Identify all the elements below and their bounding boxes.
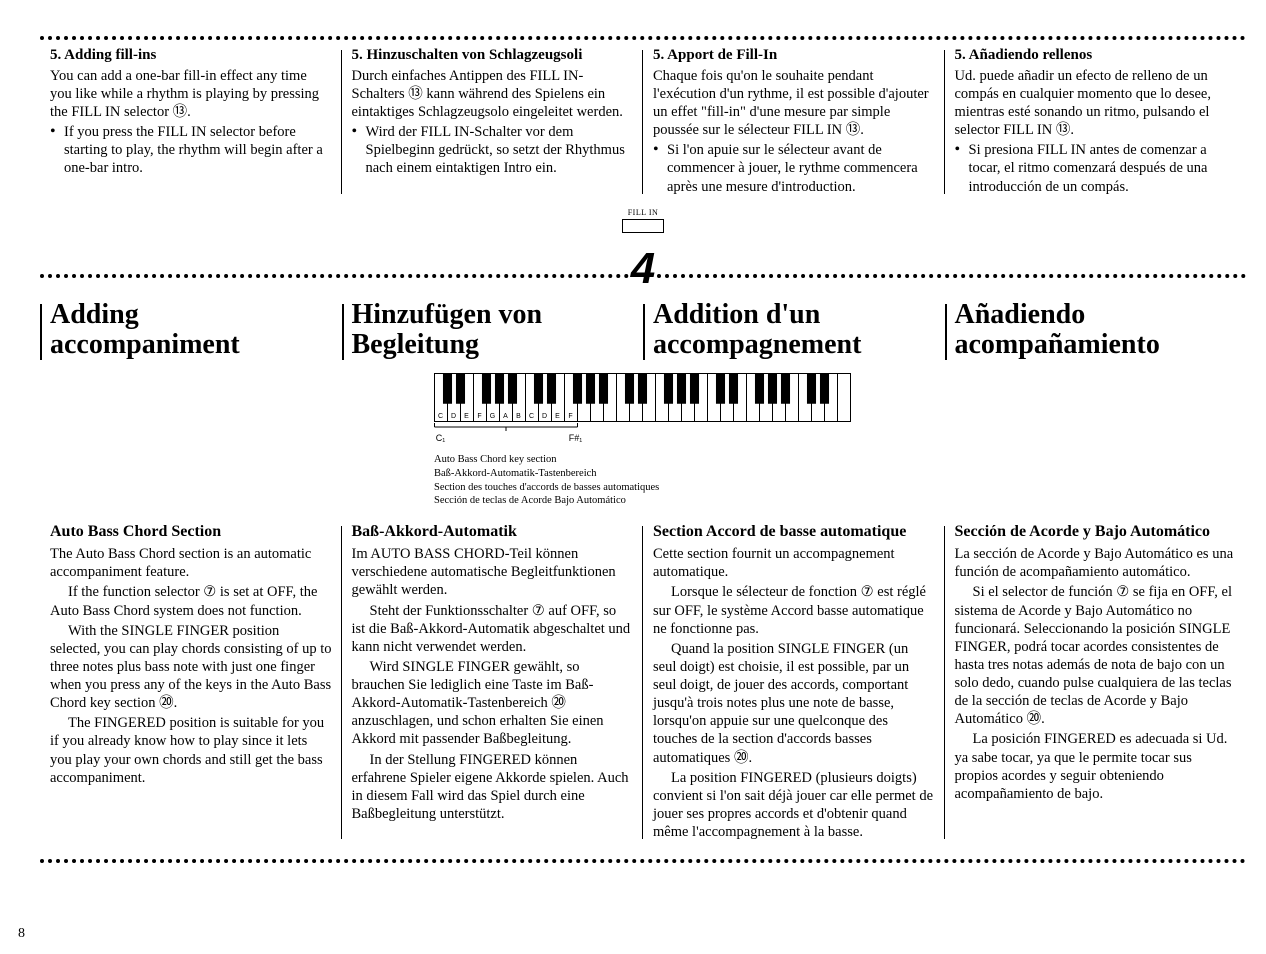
- svg-text:C: C: [438, 413, 443, 420]
- body-col-en: Auto Bass Chord Section The Auto Bass Ch…: [40, 522, 342, 843]
- body-heading-fr: Section Accord de basse automatique: [653, 522, 935, 542]
- body-en-p1: The Auto Bass Chord section is an automa…: [50, 545, 332, 581]
- bullet-de: Wird der FILL IN-Schalter vor dem Spielb…: [352, 123, 634, 177]
- body-de-p4: In der Stellung FINGERED können erfahren…: [352, 751, 634, 824]
- svg-text:E: E: [464, 413, 469, 420]
- keyboard-icon: C D E F G A B C D E F C₁ F#₁: [434, 373, 852, 449]
- body-en-p2: If the function selector ⑦ is set at OFF…: [50, 583, 332, 619]
- col-fr: 5. Apport de Fill-In Chaque fois qu'on l…: [643, 46, 945, 198]
- heading-en: 5. Adding fill-ins: [50, 46, 332, 65]
- page-number: 8: [18, 926, 25, 942]
- heading-fr: 5. Apport de Fill-In: [653, 46, 935, 65]
- bullet-es: Si presiona FILL IN antes de comenzar a …: [955, 141, 1237, 195]
- fillin-diagram: FILL IN: [40, 208, 1246, 238]
- svg-text:B: B: [516, 413, 521, 420]
- divider-dotted-left: [40, 274, 629, 278]
- body-heading-es: Sección de Acorde y Bajo Automático: [955, 522, 1237, 542]
- body-en-p4: The FINGERED position is suitable for yo…: [50, 714, 332, 787]
- body-es-p3: La posición FINGERED es adecuada si Ud. …: [955, 730, 1237, 803]
- heading-es: 5. Añadiendo rellenos: [955, 46, 1237, 65]
- col-es: 5. Añadiendo rellenos Ud. puede añadir u…: [945, 46, 1247, 198]
- fillin-label: FILL IN: [40, 208, 1246, 217]
- section-divider: 4: [40, 256, 1246, 292]
- svg-text:G: G: [490, 413, 495, 420]
- keyboard-caption: Auto Bass Chord key section Baß-Akkord-A…: [434, 453, 852, 508]
- para-en-1: You can add a one-bar fill-in effect any…: [50, 67, 332, 121]
- svg-text:E: E: [555, 413, 560, 420]
- svg-text:F: F: [477, 413, 481, 420]
- col-en: 5. Adding fill-ins You can add a one-bar…: [40, 46, 342, 198]
- body-de-p3: Wird SINGLE FINGER gewählt, so brauchen …: [352, 658, 634, 749]
- body-heading-en: Auto Bass Chord Section: [50, 522, 332, 542]
- body-es-p1: La sección de Acorde y Bajo Automático e…: [955, 545, 1237, 581]
- section-number: 4: [631, 244, 655, 294]
- heading-de: 5. Hinzuschalten von Schlagzeugsoli: [352, 46, 634, 65]
- title-de: Hinzufügen von Begleitung: [342, 300, 644, 362]
- divider-dotted: [40, 36, 1246, 40]
- title-es: Añadiendo acompañamiento: [945, 300, 1247, 362]
- divider-dotted-right: [657, 274, 1246, 278]
- body-row: Auto Bass Chord Section The Auto Bass Ch…: [40, 522, 1246, 843]
- body-de-p2: Steht der Funktionsschalter ⑦ auf OFF, s…: [352, 602, 634, 656]
- body-fr-p3: Quand la position SINGLE FINGER (un seul…: [653, 640, 935, 767]
- svg-text:F#₁: F#₁: [569, 433, 583, 443]
- bullet-en: If you press the FILL IN selector before…: [50, 123, 332, 177]
- body-en-p3: With the SINGLE FINGER position selected…: [50, 622, 332, 713]
- keyboard-diagram: C D E F G A B C D E F C₁ F#₁ Auto Bass Chord key sec…: [40, 373, 1246, 508]
- svg-text:D: D: [451, 413, 456, 420]
- body-col-es: Sección de Acorde y Bajo Automático La s…: [945, 522, 1247, 843]
- svg-text:C₁: C₁: [436, 433, 446, 443]
- body-es-p2: Si el selector de función ⑦ se fija en O…: [955, 583, 1237, 728]
- body-fr-p4: La position FINGERED (plusieurs doigts) …: [653, 769, 935, 842]
- body-heading-de: Baß-Akkord-Automatik: [352, 522, 634, 542]
- para-fr-1: Chaque fois qu'on le souhaite pendant l'…: [653, 67, 935, 140]
- svg-text:D: D: [542, 413, 547, 420]
- divider-dotted-bottom: [40, 859, 1246, 863]
- para-es-1: Ud. puede añadir un efecto de relleno de…: [955, 67, 1237, 140]
- svg-text:A: A: [503, 413, 508, 420]
- body-fr-p1: Cette section fournit un accompagnement …: [653, 545, 935, 581]
- title-en: Adding accompaniment: [40, 300, 342, 362]
- body-col-de: Baß-Akkord-Automatik Im AUTO BASS CHORD-…: [342, 522, 644, 843]
- body-de-p1: Im AUTO BASS CHORD-Teil können verschied…: [352, 545, 634, 599]
- title-fr: Addition d'un accompagnement: [643, 300, 945, 362]
- svg-text:C: C: [529, 413, 534, 420]
- fillins-row: 5. Adding fill-ins You can add a one-bar…: [40, 46, 1246, 198]
- section-titles-row: Adding accompaniment Hinzufügen von Begl…: [40, 300, 1246, 362]
- bullet-fr: Si l'on apuie sur le sélecteur avant de …: [653, 141, 935, 195]
- fillin-button-icon: [622, 219, 664, 233]
- body-fr-p2: Lorsque le sélecteur de fonction ⑦ est r…: [653, 583, 935, 637]
- body-col-fr: Section Accord de basse automatique Cett…: [643, 522, 945, 843]
- col-de: 5. Hinzuschalten von Schlagzeugsoli Durc…: [342, 46, 644, 198]
- para-de-1: Durch einfaches Antippen des FILL IN-Sch…: [352, 67, 634, 121]
- svg-text:F: F: [568, 413, 572, 420]
